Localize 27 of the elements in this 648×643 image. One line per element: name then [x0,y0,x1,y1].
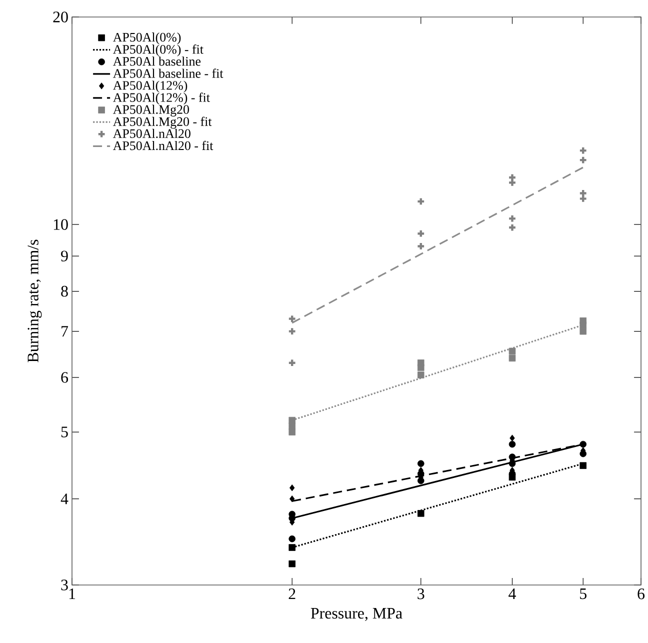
legend-label: AP50Al baseline [112,56,201,66]
legend-label: AP50Al(12%) [112,80,188,92]
legend-label: AP50Al(0%) - fit [112,44,204,56]
y-tick-label: 5 [61,426,68,438]
y-tick-label: 3 [61,580,68,590]
x-tick-label: 5 [580,588,586,600]
legend-label: AP50Al.nAl20 [112,128,190,138]
x-tick-label: 1 [69,588,76,600]
y-tick-label: 7 [62,326,68,337]
legend-label: AP50Al(12%) - fit [112,92,210,105]
y-tick-label: 8 [61,286,68,297]
y-tick-label: 9 [61,250,68,262]
legend-label: AP50Al.Mg20 - fit [112,116,212,129]
y-tick-label: 10 [54,219,68,230]
legend-label: AP50Al(0%) [112,32,181,44]
y-tick-label: 4 [60,494,68,504]
x-tick-label: 2 [288,588,296,600]
legend-label: AP50Al baseline - fit [112,68,224,78]
x-tick-label: 4 [508,588,516,599]
x-axis-title: Pressure, MPa [310,608,402,621]
y-tick-label: 6 [61,372,68,383]
legend-label: AP50Al.Mg20 [112,104,189,117]
x-tick-label: 6 [638,588,645,600]
y-axis-title: Burning rate, mm/s [28,240,42,362]
x-tick-label: 3 [418,588,424,600]
legend-label: AP50Al.nAl20 - fit [112,140,214,150]
y-tick-label: 20 [53,12,68,22]
